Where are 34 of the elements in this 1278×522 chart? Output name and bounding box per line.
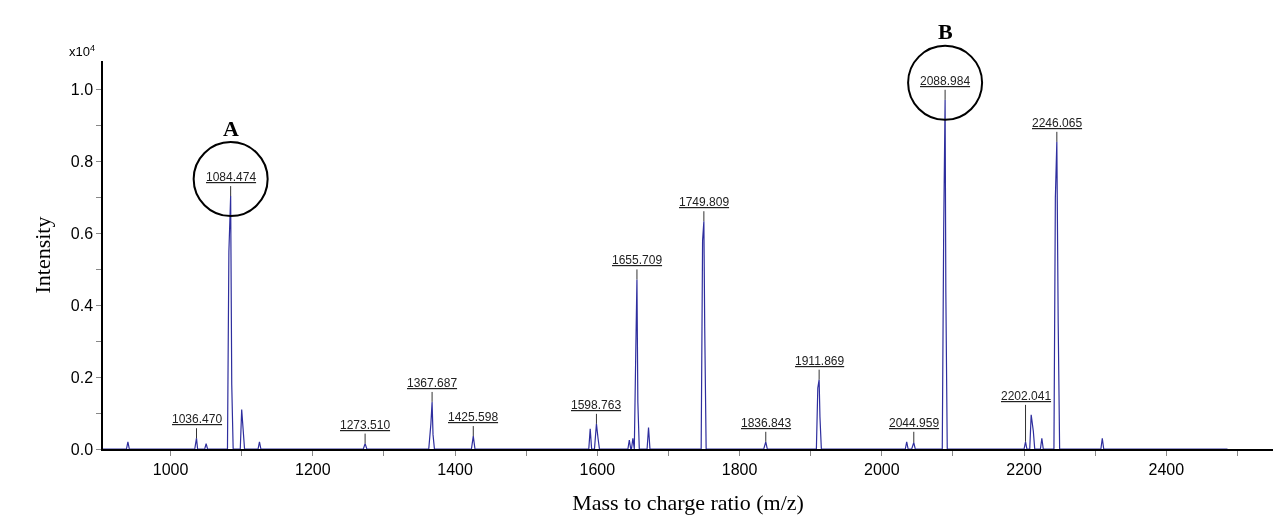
x-tick-label: 2400 [1148, 460, 1185, 478]
x-tick-label: 1600 [579, 460, 616, 478]
annotation: 1367.687 [407, 376, 458, 390]
y-tick-label: 0.8 [70, 153, 94, 171]
annotation: 1598.763 [571, 398, 622, 412]
annotation: 1425.598 [448, 410, 499, 424]
annotation: 1749.809 [679, 195, 730, 209]
text: x10$^{4}$ [69, 43, 96, 60]
y-axis-title: Intensity [30, 216, 56, 294]
x-tick-label: 2200 [1006, 460, 1042, 478]
annotation: 1036.470 [172, 412, 223, 426]
y-tick-label: 0.2 [70, 368, 94, 386]
x-tick-label: 1800 [721, 460, 758, 478]
x-axis-title: Mass to charge ratio (m/z) [572, 490, 804, 516]
y-tick-label: 0.4 [70, 296, 94, 314]
annotation: 1911.869 [795, 354, 845, 368]
x-tick-label: 1200 [295, 460, 331, 478]
annotation: 2044.959 [889, 416, 940, 430]
annotation: 2202.041 [1001, 389, 1052, 403]
x-tick-label: 2000 [864, 460, 900, 478]
annotation: 1655.709 [612, 253, 663, 267]
y-tick-label: 0.6 [70, 225, 94, 243]
x-tick-label: 1400 [437, 460, 473, 478]
annotation: B [938, 19, 953, 44]
annotation: 2088.984 [920, 74, 971, 88]
annotation: 1084.474 [206, 170, 257, 184]
annotation: 1836.843 [741, 416, 792, 430]
annotation: A [223, 116, 239, 141]
annotation: 2246.065 [1032, 116, 1083, 130]
line-series [103, 99, 1229, 449]
y-tick-label: 0.0 [70, 440, 94, 458]
y-tick-label: 1.0 [70, 81, 94, 99]
annotation: 1273.510 [340, 418, 391, 432]
x-tick-label: 1000 [152, 460, 189, 478]
